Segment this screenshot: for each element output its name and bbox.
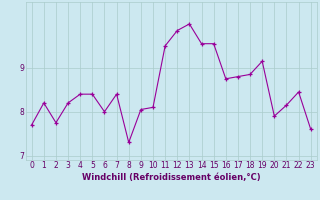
X-axis label: Windchill (Refroidissement éolien,°C): Windchill (Refroidissement éolien,°C)	[82, 173, 260, 182]
